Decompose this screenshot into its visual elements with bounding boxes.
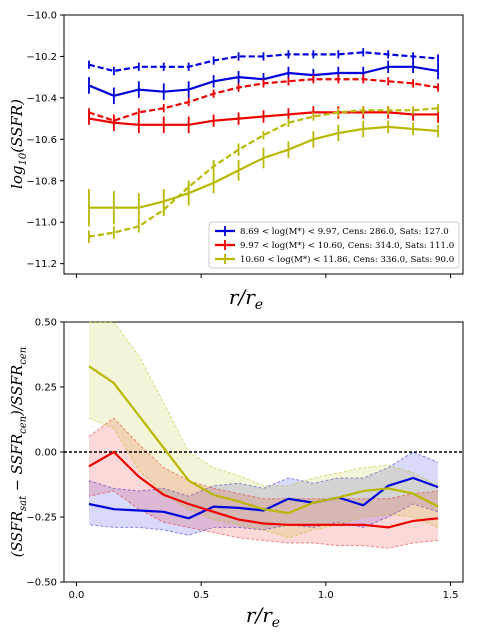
bottom-ytick-label: 0.50 [35, 318, 57, 329]
legend-entry-label: 8.69 < log(M*) < 9.97, Cens: 286.0, Sats… [240, 226, 449, 237]
legend-entry-label: 10.60 < log(M*) < 11.86, Cens: 336.0, Sa… [240, 254, 454, 265]
bottom-ytick-label: 0.00 [35, 448, 57, 459]
bottom-series-line-1 [88, 476, 439, 520]
bottom-ytick-label: −0.50 [26, 578, 57, 589]
bottom-band-upper-2 [88, 417, 439, 500]
top-plot-frame [63, 14, 464, 275]
legend-entry-label: 9.97 < log(M*) < 10.60, Cens: 314.0, Sat… [240, 240, 454, 251]
top-ytick-label: −10.8 [26, 176, 57, 187]
top-series-line-6 [88, 107, 439, 238]
bottom-band-lower-1 [88, 503, 439, 536]
bottom-series-line-3 [88, 365, 439, 515]
top-ytick-label: −10.0 [26, 11, 57, 22]
bottom-xtick-label: 1.0 [318, 590, 334, 601]
bottom-band-lower-3 [88, 417, 439, 539]
bottom-band-lower-2 [88, 490, 439, 549]
top-ytick-label: −10.4 [26, 93, 57, 104]
top-ytick-label: −11.2 [26, 259, 57, 270]
top-ytick-label: −11.0 [26, 218, 57, 229]
bottom-xtick-label: 1.5 [443, 590, 459, 601]
top-ytick-label: −10.6 [26, 135, 57, 146]
bottom-xtick-label: 0.5 [193, 590, 209, 601]
bottom-x-axis-label: r/re [246, 603, 280, 631]
bottom-band-upper-3 [88, 321, 439, 487]
bottom-band-upper-1 [88, 451, 439, 497]
bottom-panel: 0.50 0.25 0.00 −0.25 −0.50 0.0 0.5 1.0 1.5 (SSF… [10, 318, 464, 631]
top-y-axis-label: log10(SSFR) [8, 99, 29, 189]
bottom-y-axis-label: (SSFRsat − SSFRcen)/SSFRcen [10, 347, 29, 557]
legend: 8.69 < log(M*) < 9.97, Cens: 286.0, Sats… [208, 221, 460, 269]
top-ytick-label: −10.2 [26, 52, 57, 63]
top-x-axis-label: r/re [229, 285, 263, 313]
bottom-ytick-label: −0.25 [26, 513, 57, 524]
bottom-band-fill-3 [88, 322, 439, 538]
bottom-series-line-2 [88, 450, 439, 529]
bottom-ytick-label: 0.25 [35, 383, 57, 394]
top-panel: −10.0 −10.2 −10.4 −10.6 −10.8 −11.0 −11.2 log1… [8, 11, 464, 313]
legend-box [208, 221, 460, 269]
bottom-xtick-label: 0.0 [69, 590, 85, 601]
